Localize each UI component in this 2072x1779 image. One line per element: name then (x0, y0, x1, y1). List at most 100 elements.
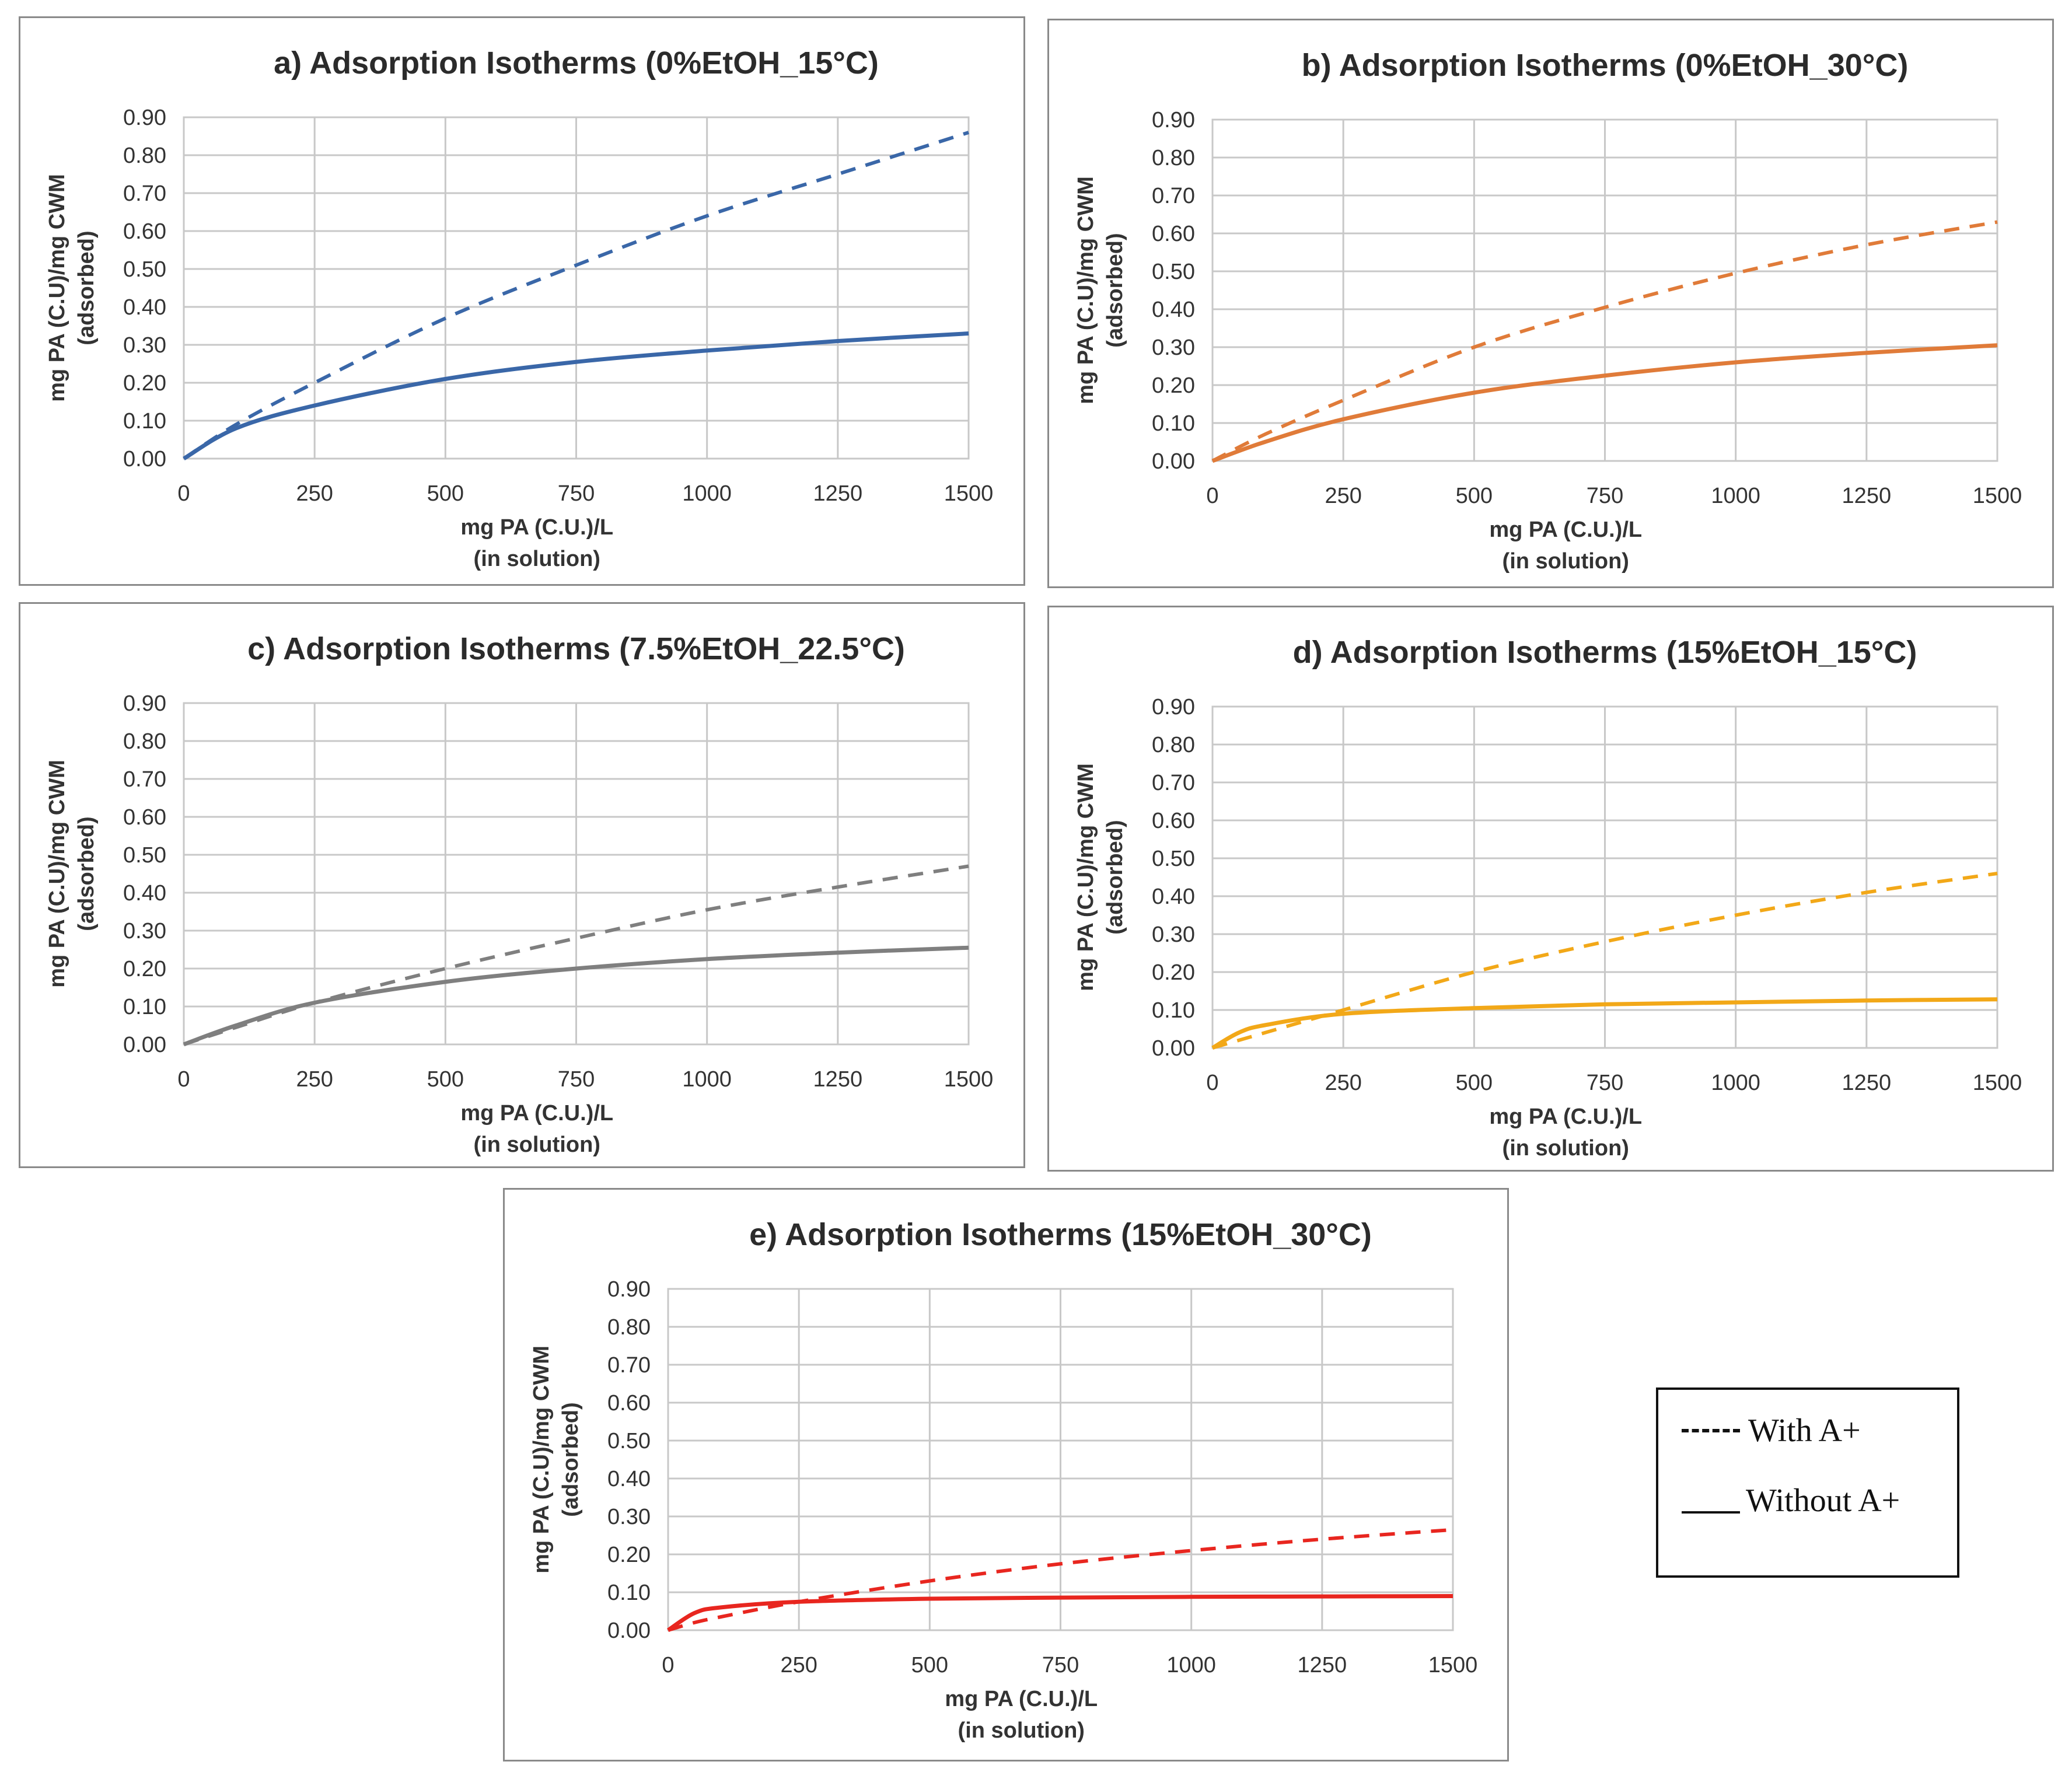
y-tick-label: 0.00 (123, 447, 166, 471)
plot-area (667, 1288, 1454, 1631)
x-tick-label: 750 (558, 481, 595, 506)
y-tick-label: 0.20 (123, 957, 166, 981)
series-line-without-a (183, 331, 969, 461)
y-tick-label: 0.00 (1152, 449, 1195, 474)
x-tick-label: 1500 (944, 1067, 994, 1092)
x-axis-label: (in solution) (958, 1718, 1085, 1743)
plot-area (183, 702, 970, 1046)
series-line-without-a (667, 1594, 1453, 1632)
series-line-with-a (1212, 872, 1998, 1050)
legend-with-label: With A+ (1748, 1413, 1861, 1449)
x-tick-label: 1250 (813, 1067, 863, 1092)
y-tick-label: 0.50 (1152, 847, 1195, 871)
x-axis-label: mg PA (C.U.)/L (945, 1687, 1098, 1711)
solid-line-swatch (1682, 1511, 1740, 1514)
y-tick-label: 0.40 (123, 881, 166, 906)
chart-panel: b) Adsorption Isotherms (0%EtOH_30°C) 0.0… (1047, 19, 2054, 588)
x-tick-label: 1500 (1973, 484, 2022, 508)
x-tick-label: 1000 (1711, 484, 1760, 508)
series-line-with-a (668, 1528, 1453, 1632)
y-tick-label: 0.00 (123, 1033, 166, 1057)
y-tick-label: 0.10 (1152, 411, 1195, 436)
chart-svg: d) Adsorption Isotherms (15%EtOH_15°C) 0.… (1074, 635, 2022, 1161)
x-axis-label: mg PA (C.U.)/L (460, 515, 613, 540)
series-line-without-a (1211, 343, 1998, 463)
series-line-with-a (183, 864, 969, 1046)
y-tick-label: 0.20 (1152, 960, 1195, 985)
x-tick-label: 1250 (813, 481, 863, 506)
chart-title: b) Adsorption Isotherms (0%EtOH_30°C) (1302, 48, 1909, 83)
y-axis-label: (adsorbed) (558, 1402, 583, 1516)
y-tick-label: 0.50 (607, 1429, 651, 1453)
y-tick-label: 0.90 (123, 691, 166, 716)
y-axis-label: mg PA (C.U)/mg CWM (529, 1345, 554, 1574)
x-tick-label: 750 (1042, 1653, 1079, 1677)
x-tick-label: 1000 (682, 481, 732, 506)
y-tick-label: 0.50 (123, 257, 166, 282)
y-tick-label: 0.00 (1152, 1036, 1195, 1061)
legend-item-with: With A+ (1682, 1413, 1861, 1449)
y-tick-label: 0.50 (123, 843, 166, 868)
y-tick-label: 0.60 (123, 805, 166, 830)
y-tick-label: 0.90 (123, 106, 166, 130)
chart-panel: c) Adsorption Isotherms (7.5%EtOH_22.5°C… (19, 602, 1025, 1168)
y-tick-label: 0.10 (123, 995, 166, 1019)
chart-title: e) Adsorption Isotherms (15%EtOH_30°C) (749, 1217, 1372, 1252)
y-tick-label: 0.80 (123, 729, 166, 754)
chart-svg: b) Adsorption Isotherms (0%EtOH_30°C) 0.0… (1074, 48, 2022, 574)
y-axis-label: mg PA (C.U)/mg CWM (1074, 176, 1098, 404)
y-tick-label: 0.80 (1152, 733, 1195, 757)
x-tick-label: 250 (1325, 484, 1361, 508)
y-tick-label: 0.30 (1152, 922, 1195, 947)
y-tick-label: 0.20 (1152, 373, 1195, 398)
y-tick-label: 0.40 (607, 1467, 651, 1491)
y-tick-label: 0.70 (1152, 184, 1195, 208)
legend-without-label: Without A+ (1746, 1483, 1900, 1519)
y-tick-label: 0.20 (123, 371, 166, 396)
y-tick-label: 0.30 (123, 333, 166, 358)
x-tick-label: 500 (1456, 484, 1493, 508)
y-tick-label: 0.80 (123, 144, 166, 168)
chart-svg: e) Adsorption Isotherms (15%EtOH_30°C) 0.… (529, 1217, 1477, 1743)
chart-panel: d) Adsorption Isotherms (15%EtOH_15°C) 0.… (1047, 606, 2054, 1172)
chart-svg: c) Adsorption Isotherms (7.5%EtOH_22.5°C… (45, 631, 994, 1157)
chart-title: c) Adsorption Isotherms (7.5%EtOH_22.5°C… (247, 631, 905, 666)
x-tick-label: 750 (1587, 484, 1623, 508)
x-axis-label: (in solution) (474, 547, 600, 571)
y-tick-label: 0.90 (1152, 108, 1195, 132)
series-line-with-a (1211, 220, 1998, 463)
plot-area (1211, 705, 1998, 1049)
chart-svg: a) Adsorption Isotherms (0%EtOH_15°C) 0.0… (45, 46, 993, 571)
x-axis-label: (in solution) (1503, 1136, 1629, 1161)
x-tick-label: 750 (558, 1067, 595, 1092)
x-tick-label: 250 (1325, 1071, 1361, 1095)
legend: With A+ Without A+ (1656, 1387, 1959, 1578)
x-tick-label: 750 (1587, 1071, 1623, 1095)
x-tick-label: 1500 (1973, 1071, 2022, 1095)
x-tick-label: 1250 (1842, 1071, 1892, 1095)
x-tick-label: 0 (662, 1653, 674, 1677)
y-tick-label: 0.60 (1152, 809, 1195, 833)
series-line-without-a (183, 945, 969, 1047)
y-tick-label: 0.40 (1152, 885, 1195, 909)
chart-title: d) Adsorption Isotherms (15%EtOH_15°C) (1293, 635, 1917, 670)
x-tick-label: 0 (177, 481, 190, 506)
y-tick-label: 0.70 (1152, 771, 1195, 795)
chart-panel: a) Adsorption Isotherms (0%EtOH_15°C) 0.0… (19, 16, 1025, 586)
y-tick-label: 0.90 (607, 1277, 651, 1302)
x-axis-label: mg PA (C.U.)/L (1489, 1105, 1642, 1129)
y-tick-label: 0.40 (1152, 298, 1195, 322)
x-tick-label: 1000 (1166, 1653, 1216, 1677)
legend-item-without: Without A+ (1682, 1483, 1900, 1519)
chart-panel: e) Adsorption Isotherms (15%EtOH_30°C) 0.… (503, 1188, 1509, 1761)
dashed-line-swatch (1682, 1429, 1740, 1432)
y-axis-label: (adsorbed) (74, 816, 99, 931)
y-tick-label: 0.40 (123, 295, 166, 320)
y-axis-label: (adsorbed) (1103, 820, 1127, 934)
y-axis-label: (adsorbed) (74, 230, 99, 345)
x-tick-label: 1250 (1842, 484, 1892, 508)
plot-area (1211, 118, 1998, 462)
y-tick-label: 0.10 (607, 1581, 651, 1605)
y-tick-label: 0.60 (1152, 222, 1195, 246)
y-tick-label: 0.50 (1152, 260, 1195, 284)
